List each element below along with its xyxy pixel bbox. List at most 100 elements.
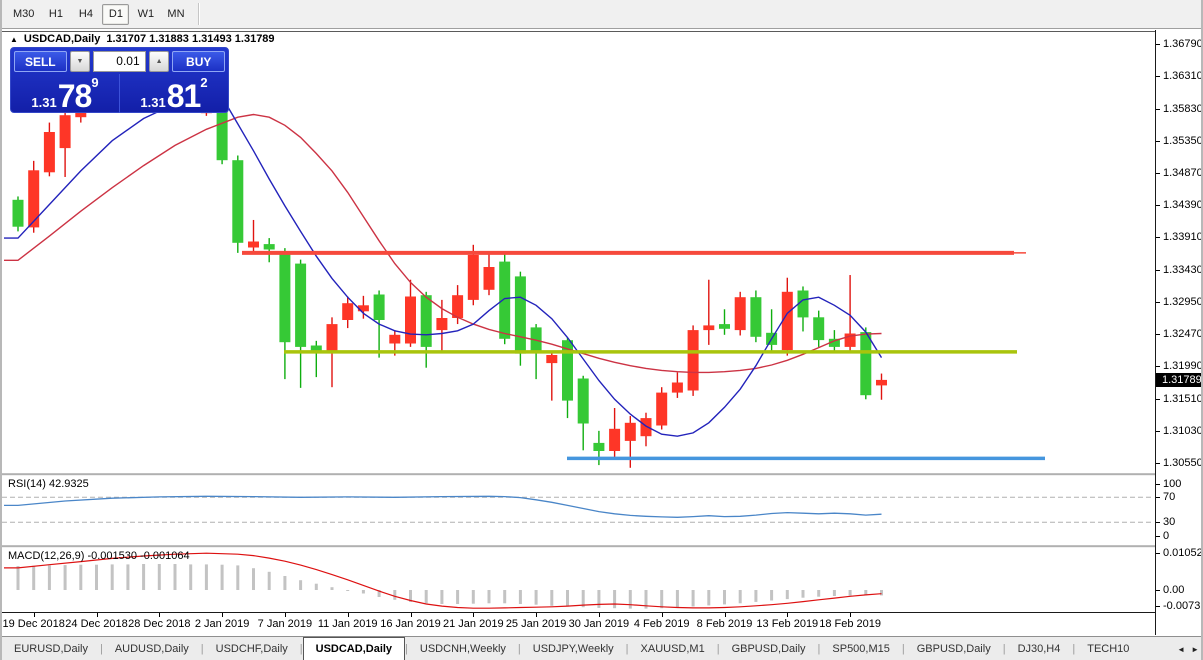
tab-audusd-daily[interactable]: AUDUSD,Daily [114, 642, 189, 655]
axis-tick [1156, 497, 1160, 499]
tab-scroll-right-icon[interactable]: ► [1191, 644, 1199, 654]
rsi-scale-label: 100 [1163, 478, 1182, 490]
tab-usdjpy-weekly[interactable]: USDJPY,Weekly [532, 642, 614, 655]
axis-tick [1156, 366, 1160, 368]
tab-scroll-left-icon[interactable]: ◄ [1177, 644, 1186, 654]
tab-separator: | [200, 642, 204, 655]
date-tick [787, 613, 789, 617]
timeframe-button-h4[interactable]: H4 [78, 8, 93, 20]
timeframe-button-w1[interactable]: W1 [137, 8, 155, 20]
tab-separator: | [625, 642, 629, 655]
tab-eurusd-daily[interactable]: EURUSD,Daily [14, 642, 88, 655]
rsi-scale-label: 0 [1163, 530, 1170, 542]
sell-button[interactable]: SELL [14, 51, 67, 72]
tab-separator: | [817, 642, 821, 655]
timeframe-button-d1[interactable]: D1 [102, 3, 130, 25]
price-label: 1.34390 [1163, 199, 1203, 212]
tab-separator: | [99, 642, 103, 655]
current-price-tag: 1.31789 [1156, 372, 1201, 387]
date-tick [536, 613, 538, 617]
axis-tick [1156, 484, 1160, 485]
volume-increase-button[interactable]: ▲ [148, 51, 170, 72]
date-tick [598, 613, 600, 617]
price-label: 1.36790 [1163, 38, 1203, 50]
tab-separator: | [405, 642, 408, 655]
date-tick [222, 613, 224, 617]
tab-scroll-controls: ◄ ► [1173, 637, 1201, 660]
buy-button[interactable]: BUY [172, 51, 226, 72]
trade-panel: SELL ▼ 0.01 ▲ BUY 1.31 78 9 1.31 81 2 [10, 47, 229, 113]
price-label: 1.33430 [1163, 263, 1203, 276]
price-label: 1.33910 [1163, 231, 1203, 244]
tab-gbpusd-daily[interactable]: GBPUSD,Daily [916, 642, 991, 655]
date-tick [96, 613, 98, 617]
tab-separator: | [1002, 642, 1006, 655]
axis-tick [1156, 398, 1160, 400]
timeframe-button-m30[interactable]: M30 [13, 8, 35, 20]
macd-scale-label: -0.0073 [1163, 600, 1201, 612]
axis-tick [1156, 108, 1160, 110]
sell-price-sup: 9 [91, 75, 99, 90]
axis-tick [1156, 76, 1160, 78]
axis-tick [1156, 140, 1160, 142]
main-chart[interactable] [2, 30, 1155, 636]
tab-sp500-m15[interactable]: SP500,M15 [832, 642, 890, 655]
axis-tick [1156, 590, 1160, 591]
timeframe-button-h1[interactable]: H1 [48, 8, 63, 20]
axis-tick [1156, 44, 1160, 45]
axis-tick [1156, 205, 1160, 207]
axis-tick [1156, 237, 1160, 239]
date-tick [284, 613, 286, 617]
tab-separator: | [901, 642, 905, 655]
date-axis[interactable]: 19 Dec 2018 24 Dec 2018 28 Dec 2018 2 Jan 2… [2, 612, 1155, 635]
tab-usdcnh-weekly[interactable]: USDCNH,Weekly [419, 642, 506, 655]
price-label: 1.30550 [1163, 457, 1203, 470]
price-label: 1.35830 [1163, 102, 1203, 115]
axis-tick [1156, 463, 1160, 465]
date-label: 19 Dec 2018 [2, 618, 65, 630]
timeframe-toolbar: M30 H1 H4 D1 W1 MN [2, 0, 1201, 29]
tab-separator: | [1072, 642, 1076, 655]
rsi-scale-label: 30 [1163, 516, 1176, 529]
date-label: 30 Jan 2019 [568, 618, 630, 630]
axis-tick [1156, 334, 1160, 336]
quote-ohlc: 1.31707 1.31883 1.31493 1.31789 [106, 33, 275, 45]
buy-price-sup: 2 [200, 75, 208, 90]
sell-price[interactable]: 1.31 78 9 [11, 74, 120, 113]
price-label: 1.31030 [1163, 424, 1203, 437]
date-label: 7 Jan 2019 [257, 618, 313, 630]
date-label: 11 Jan 2019 [317, 618, 378, 630]
date-tick [473, 613, 475, 617]
sell-price-small: 1.31 [31, 95, 57, 110]
date-tick [661, 613, 663, 617]
volume-input[interactable]: 0.01 [93, 51, 146, 72]
buy-price-small: 1.31 [140, 95, 166, 110]
buy-price[interactable]: 1.31 81 2 [120, 74, 228, 113]
price-axis[interactable]: 1.36790 1.36310 1.35830 1.35350 1.34870 1.343… [1155, 30, 1203, 635]
tab-dj30-h4[interactable]: DJ30,H4 [1017, 642, 1061, 655]
collapse-panel-icon[interactable]: ▲ [10, 34, 18, 44]
axis-tick [1156, 553, 1160, 555]
buy-price-big: 81 [166, 78, 202, 114]
axis-tick [1156, 301, 1160, 303]
quote-strip: ▲ USDCAD,Daily 1.31707 1.31883 1.31493 1… [10, 33, 275, 45]
date-label: 25 Jan 2019 [505, 618, 567, 630]
date-tick [724, 613, 726, 617]
tab-tech10[interactable]: TECH10 [1087, 642, 1130, 655]
macd-scale-label: 0.00 [1163, 584, 1185, 596]
price-label: 1.34870 [1163, 166, 1203, 179]
tab-xauusd-m1[interactable]: XAUUSD,M1 [640, 642, 705, 655]
symbol-label: USDCAD,Daily [23, 33, 101, 45]
date-label: 24 Dec 2018 [65, 618, 128, 630]
tab-usdcad-daily[interactable]: USDCAD,Daily [302, 637, 406, 660]
timeframe-button-mn[interactable]: MN [167, 8, 185, 20]
spinner-down-icon: ▼ [76, 58, 84, 65]
date-label: 18 Feb 2019 [819, 618, 881, 630]
tab-gbpusd-daily[interactable]: GBPUSD,Daily [731, 642, 806, 655]
rsi-scale-label: 70 [1163, 491, 1176, 504]
volume-decrease-button[interactable]: ▼ [69, 51, 91, 72]
axis-tick [1156, 430, 1160, 432]
macd-label: MACD(12,26,9) -0.001530 -0.001064 [8, 550, 190, 562]
tab-usdchf-daily[interactable]: USDCHF,Daily [215, 642, 288, 655]
price-label: 1.31990 [1163, 360, 1203, 373]
